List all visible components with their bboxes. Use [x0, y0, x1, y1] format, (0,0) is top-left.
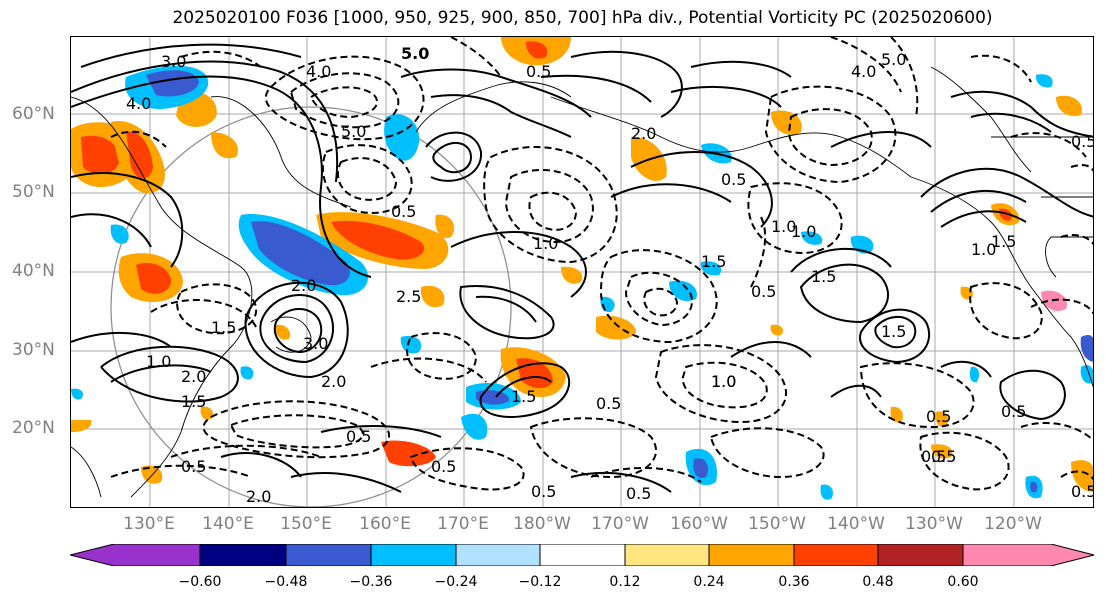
colorbar-bin: [540, 544, 625, 566]
contour-label: 1.0: [533, 234, 558, 253]
colorbar-tick-label: −0.24: [434, 574, 478, 590]
contour-label: 1.5: [211, 318, 236, 337]
colorbar-bin: [709, 544, 794, 566]
colorbar-bin: [878, 544, 963, 566]
lon-label-130e: 130°E: [123, 514, 175, 534]
lon-label-170w: 170°W: [591, 514, 649, 534]
colorbar-tick-label: −0.36: [349, 574, 393, 590]
lon-label-140w: 140°W: [827, 514, 885, 534]
colorbar-tick-label: −0.48: [264, 574, 308, 590]
colorbar-tick-label: 0.36: [778, 574, 810, 590]
colorbar-bin: [794, 544, 878, 566]
contour-label: 1.0: [146, 352, 171, 371]
contour-label: 1.0: [711, 372, 736, 391]
contour-label: 0.5: [751, 282, 776, 301]
colorbar-tick-label: 0.12: [609, 574, 641, 590]
contour-label: 2.0: [291, 276, 316, 295]
contour-label: 0.5: [721, 170, 746, 189]
coastlines: [71, 66, 1093, 498]
colorbar-bin: [963, 544, 1051, 566]
contour-label: 1.5: [811, 267, 836, 286]
map-title: 2025020100 F036 [1000, 950, 925, 900, 85…: [172, 8, 993, 28]
contour-label: 1.0: [791, 222, 816, 241]
contour-label: 3.0: [161, 52, 186, 71]
contour-label: 0.5: [346, 427, 371, 446]
lon-label-170e: 170°E: [437, 514, 489, 534]
contour-label: 1.0: [711, 372, 736, 391]
lat-label-60n: 60°N: [12, 104, 55, 124]
contour-label: 1.5: [881, 322, 906, 341]
contour-label: 0.5: [1071, 132, 1094, 151]
colorbar-tick-label: 0.24: [693, 574, 725, 590]
colorbar-extend-right: [1051, 544, 1094, 566]
colorbar-tick-label: 0.60: [947, 574, 979, 590]
lon-label-160e: 160°E: [359, 514, 411, 534]
colorbar-bin: [114, 544, 200, 566]
contour-label: 0.5: [531, 482, 556, 501]
lon-label-140e: 140°E: [202, 514, 254, 534]
contour-label: 4.0: [306, 62, 331, 81]
colorbar-bin: [456, 544, 540, 566]
colorbar: [70, 544, 1095, 566]
colorbar-extend-left: [70, 544, 114, 566]
contour-label: 5.0: [341, 122, 366, 141]
colorbar-tick-label: 0.48: [862, 574, 894, 590]
lat-label-30n: 30°N: [12, 340, 55, 360]
contour-label: 0.5: [596, 394, 621, 413]
contour-labels: 5.0 4.0 3.0 4.0 5.0 0.5 4.0 2.0 5.0 0.5 …: [126, 44, 1094, 506]
range-circle: [110, 106, 512, 507]
lon-label-130w: 130°W: [905, 514, 963, 534]
colorbar-bin: [286, 544, 371, 566]
lon-label-120w: 120°W: [984, 514, 1042, 534]
contour-label: 0.5: [391, 202, 416, 221]
contour-label: 1.0: [771, 217, 796, 236]
lat-label-20n: 20°N: [12, 418, 55, 438]
contour-label: 2.0: [181, 367, 206, 386]
contour-label: 2.5: [396, 287, 421, 306]
contour-label: 2.0: [321, 372, 346, 391]
lon-label-180w: 180°W: [513, 514, 571, 534]
divergence-shading: [71, 37, 1093, 500]
lon-label-160w: 160°W: [670, 514, 728, 534]
contour-label: 5.0: [401, 44, 429, 63]
contour-label: 0.5: [1001, 402, 1026, 421]
lat-label-40n: 40°N: [12, 261, 55, 281]
colorbar-bin: [625, 544, 709, 566]
contour-label: 0.5: [626, 484, 651, 503]
contour-label: 5.0: [881, 50, 906, 69]
map-plot-area: 5.0 4.0 3.0 4.0 5.0 0.5 4.0 2.0 5.0 0.5 …: [70, 36, 1094, 508]
contour-label: 0.5: [431, 457, 456, 476]
contour-label: 0.5: [926, 407, 951, 426]
map-canvas: 5.0 4.0 3.0 4.0 5.0 0.5 4.0 2.0 5.0 0.5 …: [71, 37, 1094, 507]
lat-label-50n: 50°N: [12, 182, 55, 202]
contour-label: 0.5: [526, 62, 551, 81]
lon-label-150e: 150°E: [280, 514, 332, 534]
contour-label: 3.0: [303, 334, 328, 353]
colorbar-tick-label: −0.60: [178, 574, 222, 590]
dashed-contours: [110, 37, 1093, 491]
contour-label: 1.5: [181, 392, 206, 411]
colorbar-bin: [371, 544, 456, 566]
contour-label: 2.0: [631, 124, 656, 143]
contour-label: 1.5: [991, 232, 1016, 251]
contour-label: 0.5: [1071, 482, 1094, 501]
contour-label: 0.5: [921, 447, 946, 466]
contour-label: 0.5: [181, 457, 206, 476]
contour-label: 1.5: [511, 387, 536, 406]
lon-label-150w: 150°W: [748, 514, 806, 534]
contour-label: 4.0: [851, 62, 876, 81]
contour-label: 1.0: [971, 240, 996, 259]
contour-label: 1.5: [701, 252, 726, 271]
contour-label: 2.0: [246, 487, 271, 506]
colorbar-bin: [200, 544, 286, 566]
colorbar-tick-label: −0.12: [518, 574, 562, 590]
contour-label: 4.0: [126, 94, 151, 113]
contour-label: 0.5: [931, 447, 956, 466]
